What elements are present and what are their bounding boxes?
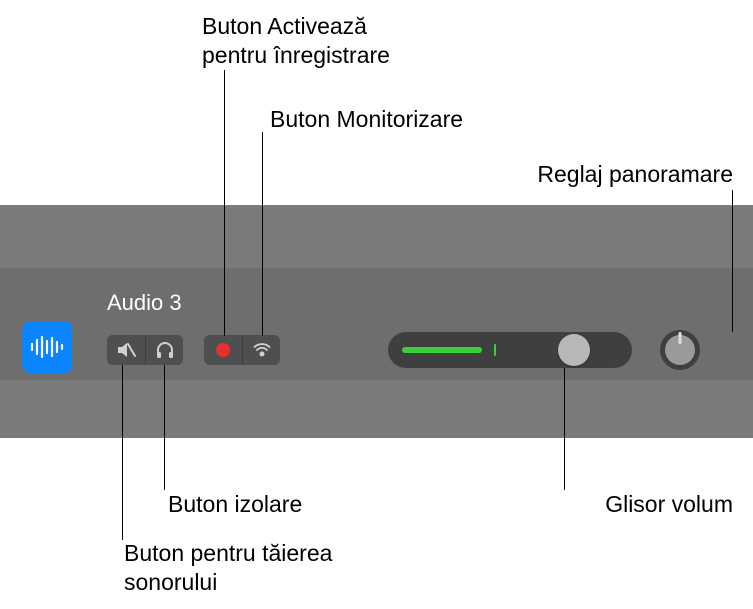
- label-monitor: Buton Monitorizare: [270, 105, 463, 134]
- track-type-icon[interactable]: [22, 321, 72, 373]
- label-volume: Glisor volum: [605, 490, 733, 519]
- callout-line: [732, 190, 733, 332]
- volume-slider[interactable]: [388, 332, 632, 368]
- waveform-icon: [30, 336, 64, 358]
- callout-line: [164, 365, 165, 490]
- pan-knob-indicator: [679, 332, 682, 344]
- volume-meter-fill: [402, 347, 482, 353]
- callout-line: [262, 132, 263, 336]
- headphones-icon: [155, 341, 175, 359]
- mute-icon: [116, 341, 136, 359]
- pan-knob-inner: [665, 335, 695, 365]
- record-icon: [214, 341, 232, 359]
- label-record-enable: Buton Activeazăpentru înregistrare: [202, 12, 390, 70]
- volume-slider-thumb[interactable]: [558, 334, 590, 366]
- solo-button[interactable]: [145, 335, 183, 365]
- monitor-button[interactable]: [242, 335, 280, 365]
- record-enable-button[interactable]: [204, 335, 242, 365]
- callout-line: [224, 70, 225, 336]
- callout-line: [564, 368, 565, 490]
- callout-line: [122, 365, 123, 540]
- label-mute: Buton pentru tăiereasonorului: [124, 539, 332, 597]
- pan-knob[interactable]: [660, 330, 700, 370]
- label-solo: Buton izolare: [168, 490, 302, 519]
- label-pan: Reglaj panoramare: [537, 160, 733, 189]
- track-name-label: Audio 3: [107, 290, 182, 316]
- volume-meter-tick: [494, 344, 496, 356]
- mute-solo-group: [107, 335, 183, 365]
- record-monitor-group: [204, 335, 280, 365]
- monitor-icon: [252, 341, 272, 359]
- mute-button[interactable]: [107, 335, 145, 365]
